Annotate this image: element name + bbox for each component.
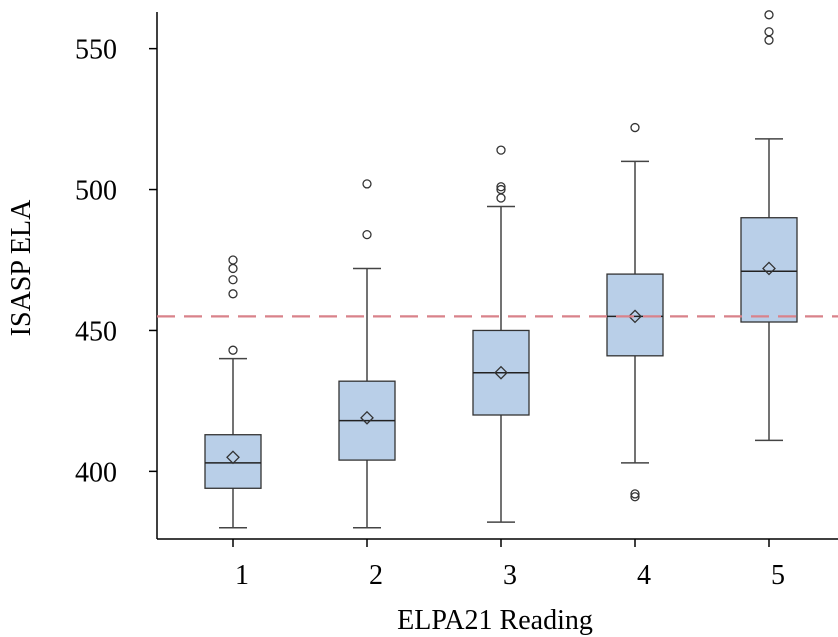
y-tick-label: 400 (75, 457, 117, 488)
outlier-point (764, 35, 774, 45)
outlier-point (630, 489, 640, 499)
x-tick-label: 5 (771, 560, 785, 591)
y-tick-label: 500 (75, 176, 117, 207)
outlier-point (228, 263, 238, 274)
y-tick-label: 450 (75, 316, 117, 347)
x-tick-label: 3 (503, 560, 517, 591)
outlier-point (362, 179, 372, 189)
outlier-point (362, 229, 372, 240)
outlier-point (630, 492, 640, 502)
outlier-point (496, 193, 506, 203)
mean-marker (226, 450, 240, 465)
outlier-point (764, 27, 774, 37)
box-1 (204, 434, 262, 489)
y-axis-title: ISASP ELA (6, 199, 37, 336)
box-4 (606, 273, 664, 357)
x-tick-label: 2 (369, 560, 383, 591)
outlier-point (496, 184, 506, 195)
outlier-point (764, 10, 774, 20)
mean-marker (494, 365, 508, 380)
mean-marker (360, 410, 374, 425)
outlier-point (228, 255, 238, 265)
y-tick-label: 550 (75, 35, 117, 66)
x-tick-label: 1 (235, 560, 249, 591)
x-tick-label: 4 (637, 560, 651, 591)
box-5 (740, 217, 798, 323)
mean-marker (762, 261, 776, 276)
outlier-point (630, 122, 640, 133)
outlier-point (228, 345, 238, 355)
x-axis-title: ELPA21 Reading (397, 605, 593, 636)
outlier-point (228, 289, 238, 299)
mean-marker (628, 309, 642, 324)
outlier-point (496, 182, 506, 192)
outlier-point (228, 275, 238, 285)
outlier-point (496, 145, 506, 155)
